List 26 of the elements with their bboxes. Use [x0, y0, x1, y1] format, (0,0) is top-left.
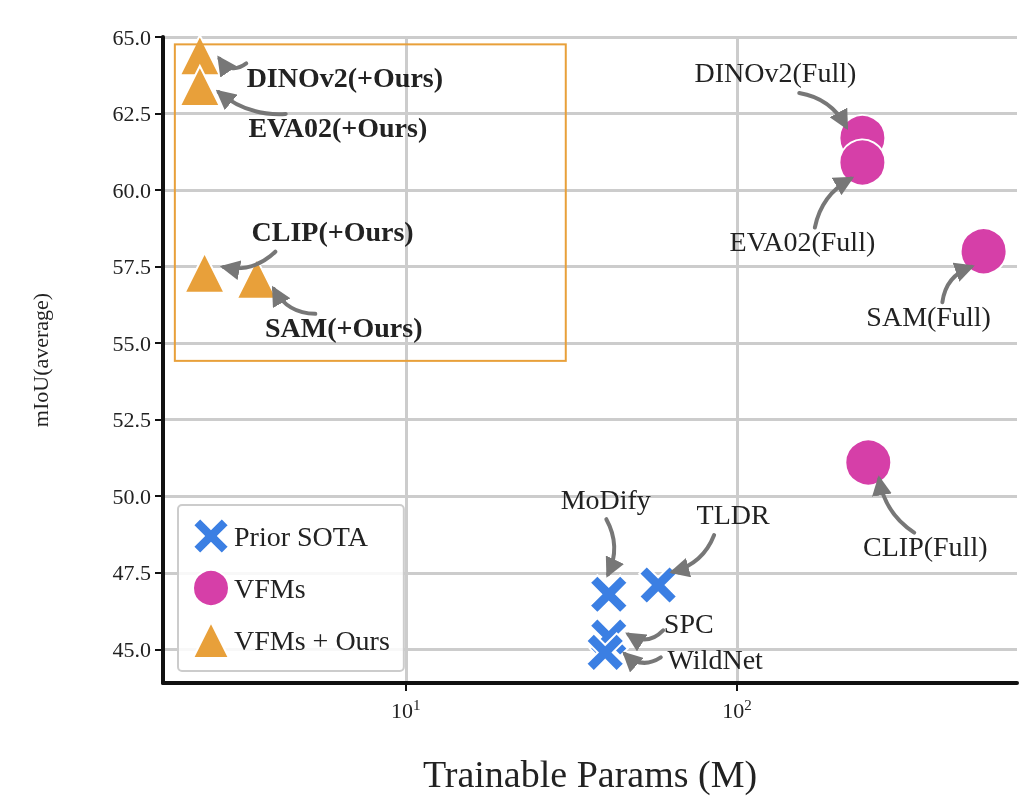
annotation: CLIP(+Ours): [251, 216, 414, 248]
y-tick-label: 47.5: [112, 560, 151, 586]
annotation: DINOv2(+Ours): [246, 61, 444, 93]
legend-label: Prior SOTA: [234, 520, 369, 552]
y-tick-label: 52.5: [112, 407, 151, 433]
y-tick-label: 62.5: [112, 101, 151, 127]
annotation: MoDify: [560, 483, 651, 515]
annotation: WildNet: [667, 643, 764, 675]
annotation: DINOv2(Full): [694, 57, 857, 89]
annotation: CLIP(Full): [863, 530, 988, 562]
annotation: TLDR: [696, 499, 771, 531]
annotation: EVA02(+Ours): [248, 112, 428, 144]
y-axis-title: mIoU(average): [27, 292, 53, 428]
legend-label: VFMs + Ours: [234, 624, 390, 656]
annotation: SPC: [663, 608, 714, 640]
y-tick-label: 45.0: [112, 636, 151, 662]
y-tick-label: 55.0: [112, 330, 151, 356]
annotation: SAM(Full): [866, 300, 991, 332]
annotation: SAM(+Ours): [265, 312, 423, 344]
y-tick-label: 57.5: [112, 254, 151, 280]
annotation: EVA02(Full): [729, 225, 876, 257]
y-tick-label: 65.0: [112, 24, 151, 50]
y-tick-label: 60.0: [112, 177, 151, 203]
x-axis-title: Trainable Params (M): [422, 753, 758, 796]
y-tick-label: 50.0: [112, 483, 151, 509]
legend-label: VFMs: [234, 572, 306, 604]
